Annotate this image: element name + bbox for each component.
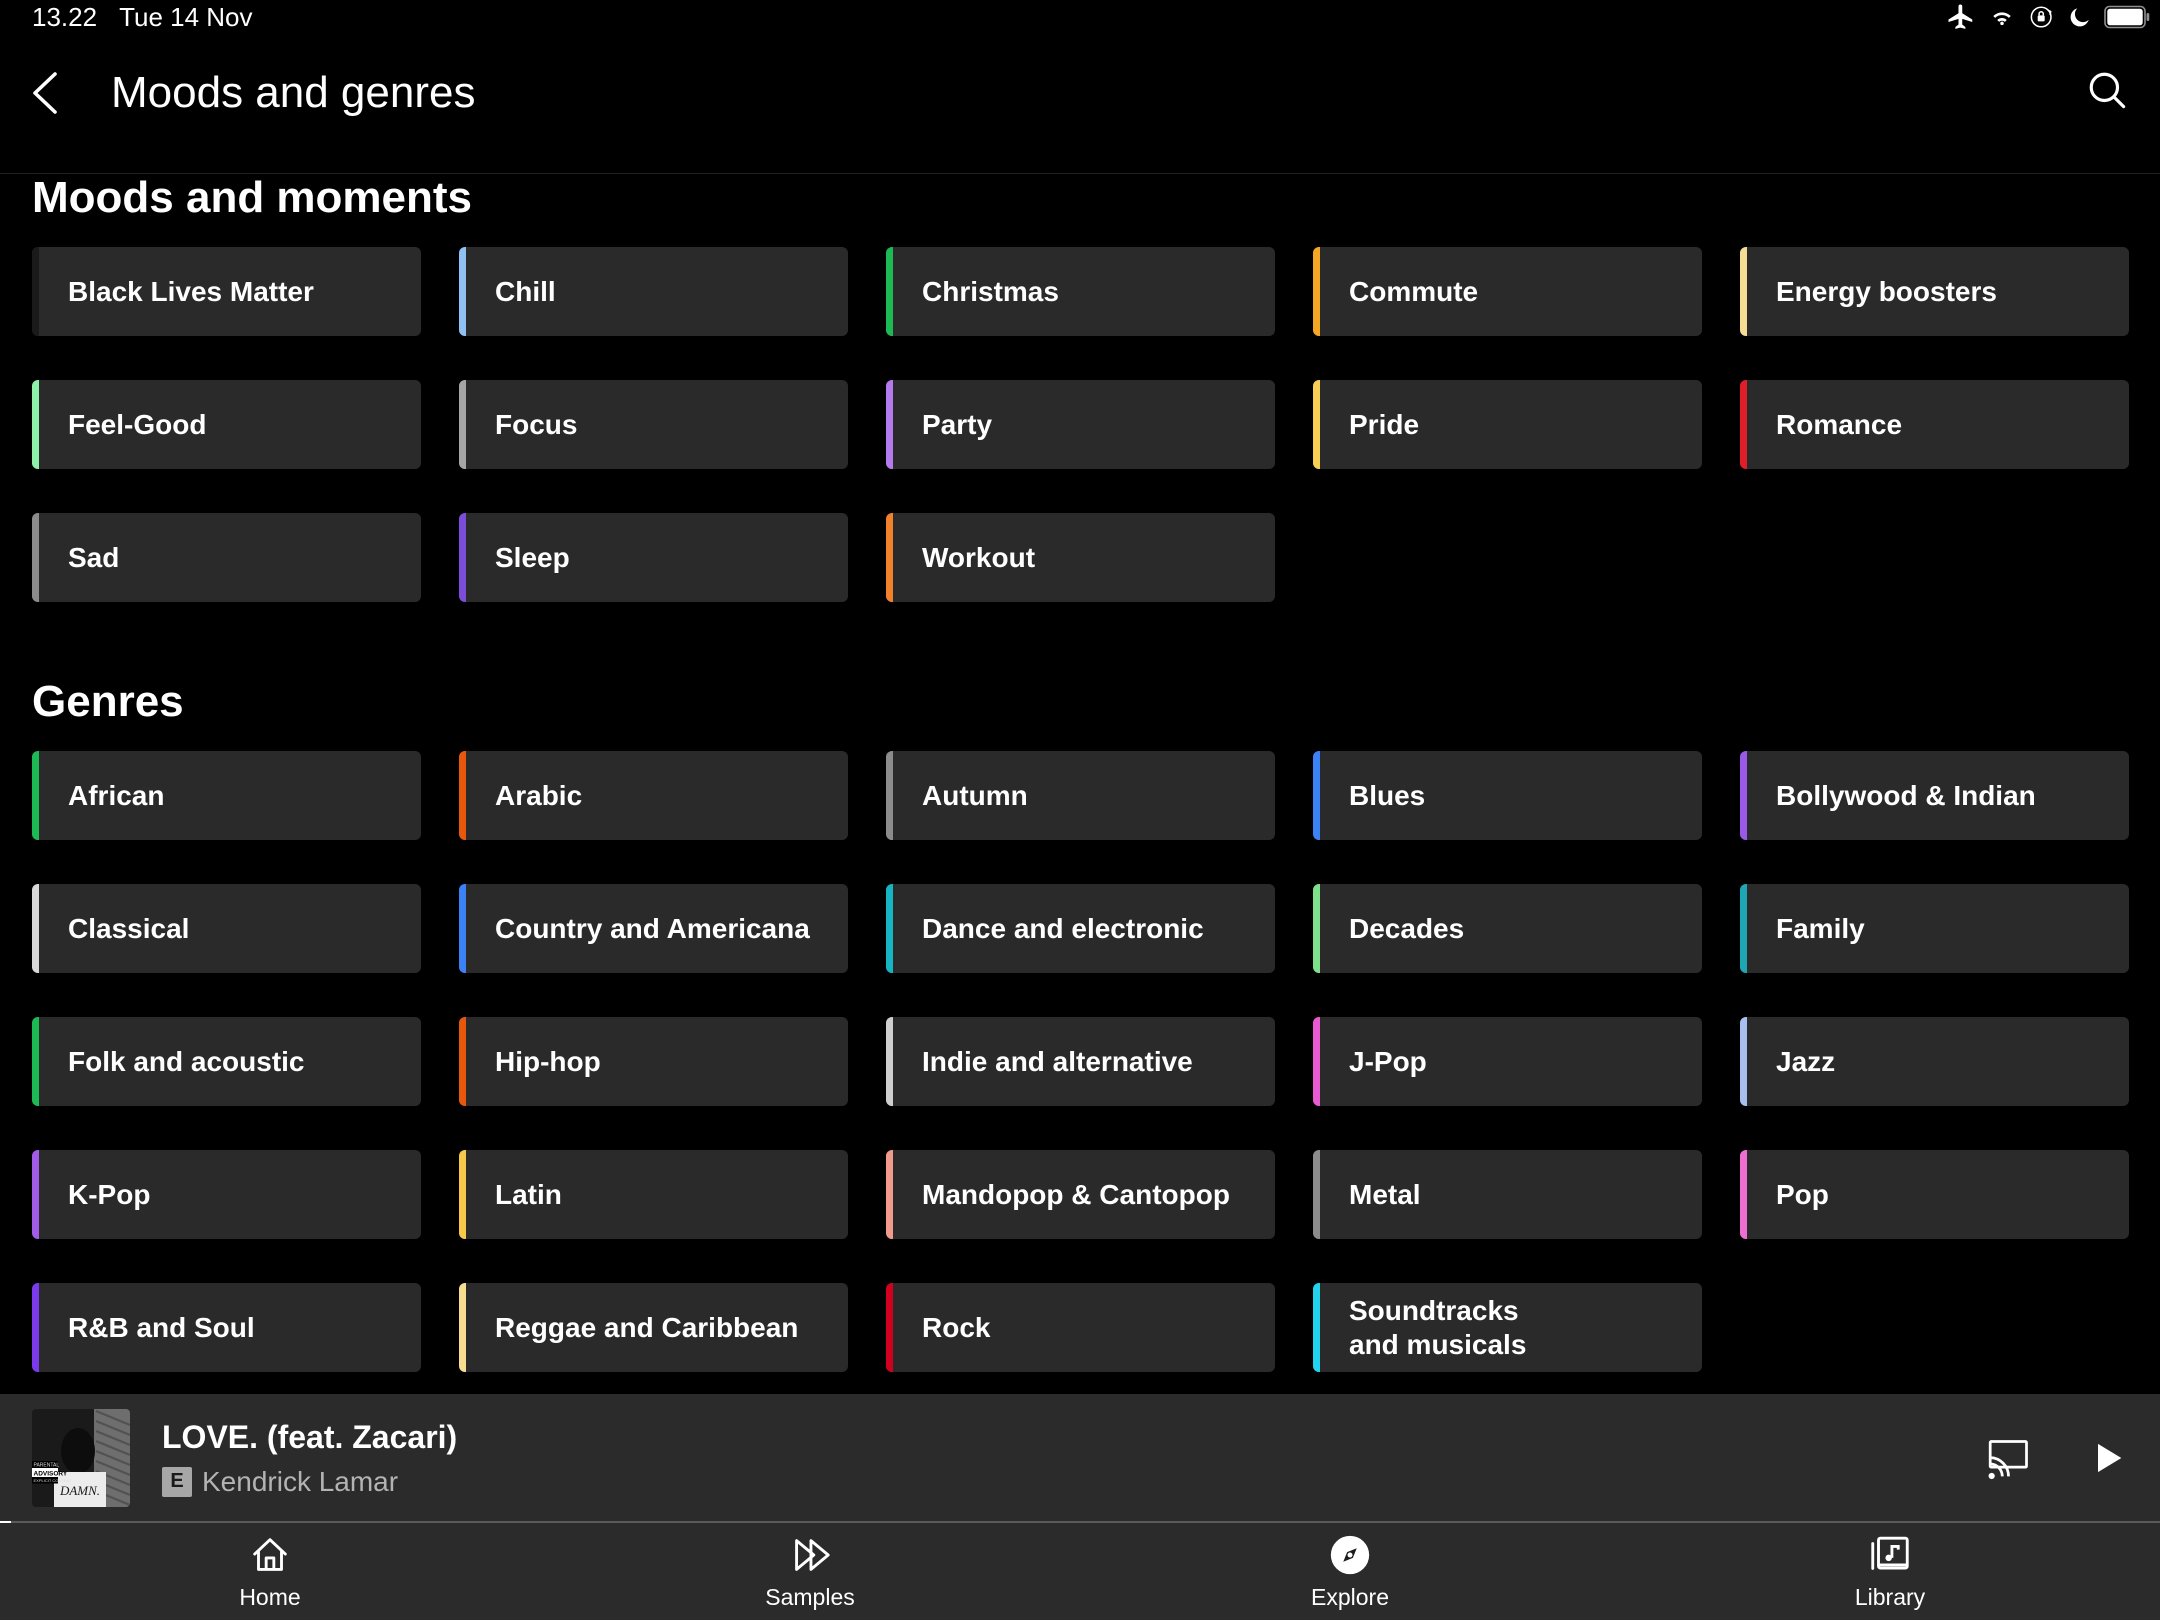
svg-text:ADVISORY: ADVISORY: [34, 1471, 68, 1478]
svg-text:EXPLICIT CONTENT: EXPLICIT CONTENT: [34, 1478, 73, 1483]
svg-text:PARENTAL: PARENTAL: [34, 1463, 60, 1469]
svg-text:DAMN.: DAMN.: [59, 1483, 100, 1498]
